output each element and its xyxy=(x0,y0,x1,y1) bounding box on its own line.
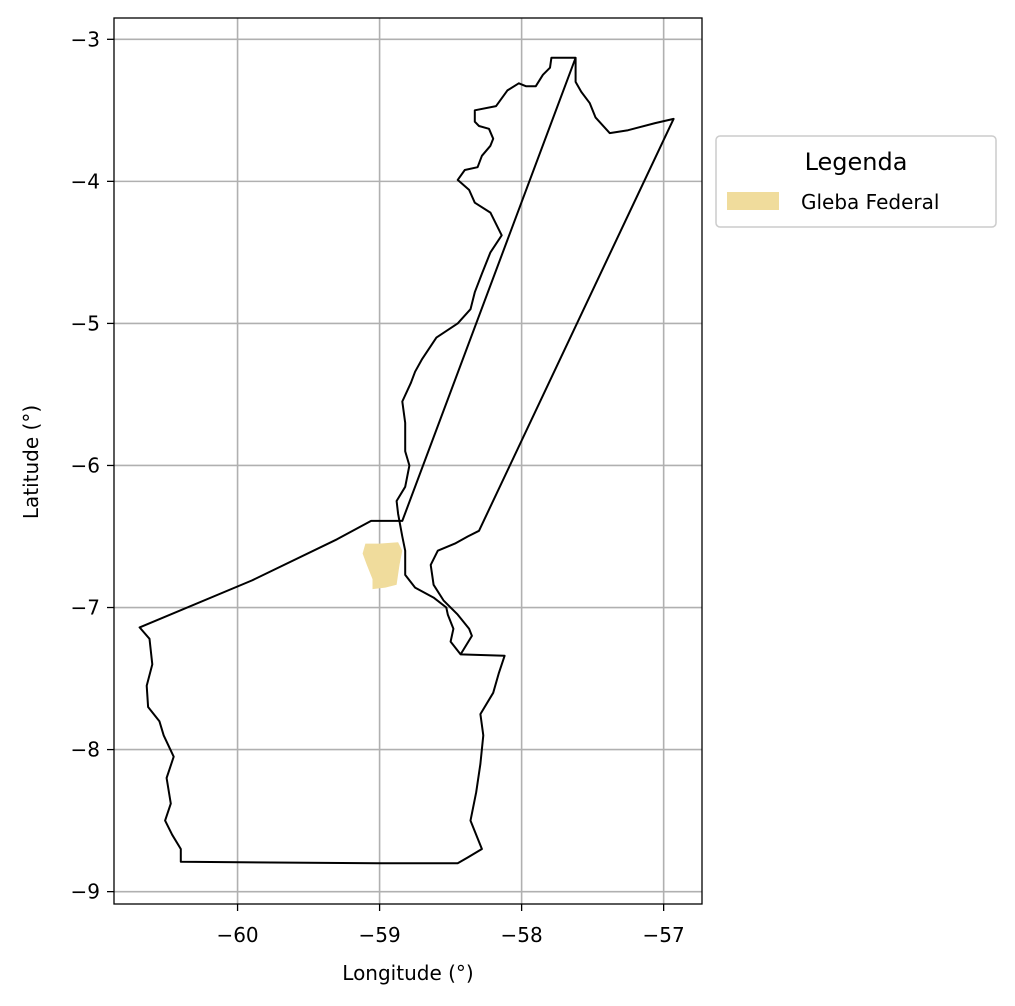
x-tick-label: −59 xyxy=(358,923,400,947)
municipality-eastern-boundary xyxy=(429,57,675,655)
plot-area-frame xyxy=(113,17,703,905)
municipality-outer-boundary xyxy=(138,56,577,865)
x-tick-label: −58 xyxy=(501,923,543,947)
gleba-federal-layer xyxy=(362,542,403,590)
legend-label-gleba-federal: Gleba Federal xyxy=(801,190,939,214)
grid-lines xyxy=(114,18,702,904)
y-tick-label: −4 xyxy=(71,169,100,193)
y-axis-label: Latitude (°) xyxy=(19,405,43,519)
legend: Legenda Gleba Federal xyxy=(715,135,997,228)
x-tick-label: −57 xyxy=(643,923,685,947)
x-tick-label: −60 xyxy=(216,923,258,947)
legend-swatch-gleba-federal xyxy=(727,192,779,210)
legend-title: Legenda xyxy=(805,148,908,176)
y-tick-label: −3 xyxy=(71,27,100,51)
gleba-federal-area xyxy=(362,542,403,590)
y-axis-ticks: −3 −4 −5 −6 −7 −8 −9 xyxy=(71,27,114,904)
x-axis-ticks: −60 −59 −58 −57 xyxy=(216,904,685,947)
y-tick-label: −9 xyxy=(71,880,100,904)
municipality-boundary-layer xyxy=(138,56,675,865)
x-axis-label: Longitude (°) xyxy=(342,961,473,985)
y-tick-label: −8 xyxy=(71,738,100,762)
y-tick-label: −6 xyxy=(71,453,100,477)
y-tick-label: −7 xyxy=(71,596,100,620)
y-tick-label: −5 xyxy=(71,311,100,335)
legend-box xyxy=(715,135,997,228)
